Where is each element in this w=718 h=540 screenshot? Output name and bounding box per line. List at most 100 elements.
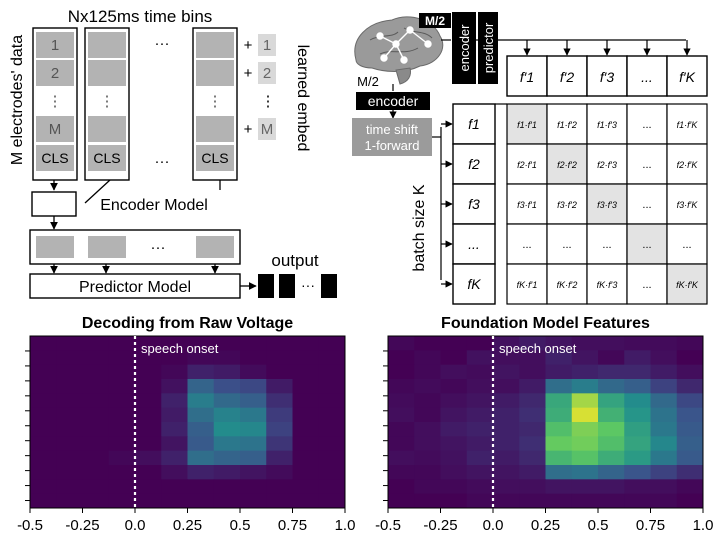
heatmap-cell	[545, 479, 573, 495]
heatmap-cell	[187, 407, 215, 423]
matrix-cell-label: fK·f′3	[597, 280, 618, 290]
heatmap-cell	[624, 393, 651, 409]
column-cell	[36, 116, 74, 142]
heatmap-cell	[240, 436, 267, 452]
col-header-f1: f′1	[520, 69, 534, 85]
matrix-cell-label: ...	[522, 239, 531, 251]
heatmap-cell	[213, 336, 241, 351]
heatmap-cell	[519, 393, 546, 409]
embed-value: 2	[263, 65, 271, 82]
heatmap-cell	[598, 393, 625, 409]
heatmap-cell	[650, 393, 678, 409]
embed-plus: +	[244, 37, 253, 54]
heatmap-cell	[493, 336, 520, 351]
heatmap-cell	[240, 350, 267, 366]
heatmap-cell	[388, 450, 415, 466]
heatmap-cell	[493, 422, 520, 437]
matrix-cell-positive	[626, 223, 668, 265]
heatmap-cell	[213, 350, 241, 366]
heatmap-cell	[676, 479, 704, 495]
x-tick-label: -0.5	[375, 517, 401, 534]
heatmap-cell	[266, 465, 293, 480]
time-shift-box	[352, 118, 432, 156]
heatmap-cell	[388, 379, 415, 394]
heatmap-cell	[676, 393, 704, 409]
heatmap-cell	[414, 493, 441, 509]
matrix-cell-label: ...	[642, 239, 651, 251]
col-header-cell	[666, 55, 708, 97]
heatmap-cell	[388, 336, 415, 351]
matrix-cell-label: f1·f′1	[517, 120, 537, 130]
heatmap-cell	[30, 393, 57, 409]
heatmap-cell	[414, 465, 441, 480]
matrix-cell	[546, 223, 588, 265]
heatmap-cell	[571, 450, 599, 466]
heatmap-cell	[414, 364, 441, 380]
heatmap-cell	[30, 493, 57, 509]
heatmap-cell	[493, 350, 520, 366]
x-tick-label: -0.5	[17, 517, 43, 534]
heatmap-cell	[30, 436, 57, 452]
matrix-cell-label: f3·f′3	[597, 200, 617, 210]
row-header-cell	[452, 223, 496, 265]
output-token-3	[321, 274, 337, 298]
column-cell	[196, 60, 234, 86]
output-token-2	[279, 274, 295, 298]
predictor-vertical-box	[478, 12, 498, 84]
heatmap-cell	[161, 493, 188, 509]
heatmap-cell	[519, 436, 546, 452]
heatmap-cell	[161, 407, 188, 423]
heatmap-cell	[388, 350, 415, 366]
heatmap-cell	[187, 479, 215, 495]
heatmap-cell	[598, 336, 625, 351]
heatmap-raw-voltage: Decoding from Raw Voltage speech onset -0.…	[17, 315, 355, 534]
heatmap-cell	[493, 364, 520, 380]
batch-size-label: batch size K	[411, 184, 428, 271]
heatmap-cell	[240, 379, 267, 394]
heatmap-cell	[30, 364, 57, 380]
heatmap-cell	[493, 479, 520, 495]
x-tick-label: 0.0	[483, 517, 504, 534]
output-token-1	[258, 274, 274, 298]
heatmap-cell	[440, 465, 468, 480]
heatmap-cell	[676, 350, 704, 366]
heatmap-cell	[598, 436, 625, 452]
heatmap-cell	[545, 350, 573, 366]
heatmap-cell	[676, 364, 704, 380]
heatmap-cell	[545, 407, 573, 423]
columns-ellipsis-top: ···	[155, 35, 170, 52]
heatmap-cell	[187, 364, 215, 380]
heatmap-cell	[187, 436, 215, 452]
heatmap-cell	[292, 350, 320, 366]
heatmap-cell	[135, 364, 162, 380]
heatmap-cell	[388, 465, 415, 480]
heatmap-cell	[108, 479, 136, 495]
heatmap-cell	[414, 407, 441, 423]
heatmap-cell	[108, 364, 136, 380]
matrix-cell-label: ...	[562, 239, 571, 251]
heatmap-cell	[598, 450, 625, 466]
embed-plus: +	[244, 121, 253, 138]
heatmap-cell	[650, 364, 678, 380]
heatmap-cell	[30, 479, 57, 495]
heatmap-cell	[213, 364, 241, 380]
encoder-vertical-box	[452, 12, 476, 84]
heatmap-cell	[135, 422, 162, 437]
heatmap-cell	[161, 479, 188, 495]
heatmap-cell	[676, 436, 704, 452]
heatmap-cell	[571, 436, 599, 452]
heatmap-cell	[240, 364, 267, 380]
heatmap-cell	[318, 393, 346, 409]
heatmap-cell	[108, 465, 136, 480]
matrix-cell	[626, 103, 668, 145]
heatmap-cell	[650, 336, 678, 351]
columns-ellipsis-bottom: ···	[155, 153, 170, 170]
heatmap-cell	[388, 436, 415, 452]
heatmap-cell	[82, 479, 110, 495]
heatmap-cell	[161, 379, 188, 394]
heatmap-cell	[414, 336, 441, 351]
heatmap-cell	[414, 379, 441, 394]
heatmap-cell	[82, 336, 110, 351]
x-tick-label: -0.25	[423, 517, 457, 534]
encoder-left-box	[356, 92, 430, 110]
